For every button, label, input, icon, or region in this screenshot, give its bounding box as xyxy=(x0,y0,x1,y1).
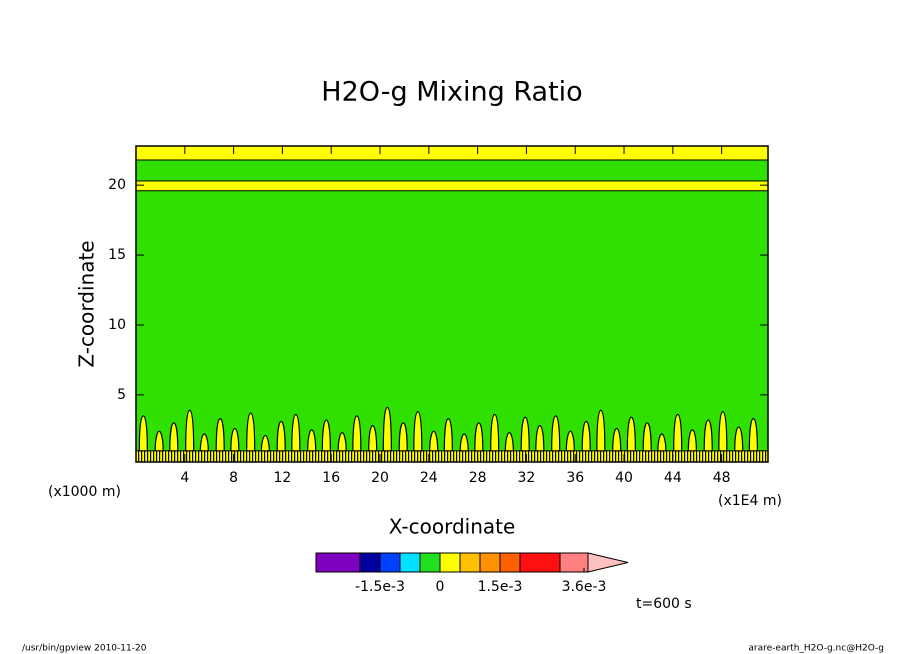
plume xyxy=(490,413,500,452)
plume xyxy=(687,429,697,452)
plume xyxy=(337,432,347,452)
x-tick-label: 44 xyxy=(664,470,682,486)
plume xyxy=(398,422,408,452)
plume xyxy=(199,433,209,452)
plume xyxy=(382,406,392,452)
y-tick-label: 10 xyxy=(108,317,126,333)
plume xyxy=(504,432,514,452)
plume xyxy=(642,422,652,452)
x-tick-label: 32 xyxy=(518,470,536,486)
plume xyxy=(154,430,164,452)
x-tick-label: 36 xyxy=(566,470,584,486)
plume xyxy=(276,420,286,452)
plume xyxy=(321,419,331,452)
colorbar-tick-label: 3.6e-3 xyxy=(562,579,607,595)
colorbar-cell xyxy=(459,552,481,573)
plume xyxy=(520,416,530,452)
plume xyxy=(474,422,484,452)
colorbar-cell xyxy=(519,552,561,573)
colorbar-cell xyxy=(439,552,461,573)
colorbar-cell xyxy=(399,552,421,573)
colorbar-tick-label: -1.5e-3 xyxy=(355,579,405,595)
x-unit: (x1000 m) xyxy=(48,484,121,500)
x-tick-label: 40 xyxy=(615,470,633,486)
x-axis-label: X-coordinate xyxy=(389,515,516,539)
plume xyxy=(215,418,225,452)
plume xyxy=(185,409,195,452)
y-axis-label: Z-coordinate xyxy=(75,240,99,367)
x-tick-label: 8 xyxy=(229,470,238,486)
plume xyxy=(368,425,378,452)
plume xyxy=(413,411,423,452)
plume xyxy=(352,415,362,452)
contour-band xyxy=(135,180,769,192)
footer-right: arare-earth_H2O-g.nc@H2O-g xyxy=(748,644,884,654)
plume xyxy=(612,427,622,452)
colorbar-cell xyxy=(479,552,501,573)
colorbar-cell xyxy=(499,552,521,573)
plume xyxy=(657,433,667,452)
plume xyxy=(169,422,179,452)
colorbar-cell xyxy=(315,552,361,573)
x-tick-label: 28 xyxy=(469,470,487,486)
plume xyxy=(718,411,728,452)
plume xyxy=(246,412,256,452)
plot-frame xyxy=(135,145,769,463)
colorbar-extension xyxy=(587,552,629,573)
plume xyxy=(673,413,683,452)
plume xyxy=(443,418,453,452)
colorbar-tick-label: 1.5e-3 xyxy=(478,579,523,595)
x-tick-label: 4 xyxy=(180,470,189,486)
footer-left: /usr/bin/gpview 2010-11-20 xyxy=(22,644,147,654)
plume xyxy=(138,415,148,452)
x-scale-note: (x1E4 m) xyxy=(718,493,782,509)
plume xyxy=(260,434,270,452)
plume xyxy=(291,413,301,452)
colorbar-cell xyxy=(379,552,401,573)
plume xyxy=(551,415,561,452)
field-background xyxy=(136,146,768,462)
x-tick-label: 48 xyxy=(713,470,731,486)
plume xyxy=(748,418,758,452)
colorbar-cell xyxy=(359,552,381,573)
chart-title: H2O-g Mixing Ratio xyxy=(321,77,582,108)
plume xyxy=(230,427,240,452)
plume xyxy=(626,416,636,452)
plume xyxy=(596,409,606,452)
x-tick-label: 20 xyxy=(371,470,389,486)
plume xyxy=(581,420,591,452)
time-label: t=600 s xyxy=(636,596,692,612)
plume xyxy=(703,419,713,452)
colorbar-cell xyxy=(419,552,441,573)
plume xyxy=(565,430,575,452)
plume xyxy=(429,430,439,452)
y-tick-label: 15 xyxy=(108,247,126,263)
plume xyxy=(734,426,744,452)
x-tick-label: 12 xyxy=(273,470,291,486)
plume xyxy=(535,425,545,452)
band-hatch xyxy=(136,450,768,462)
x-tick-label: 16 xyxy=(322,470,340,486)
colorbar-tick-label: 0 xyxy=(436,579,445,595)
y-tick-label: 20 xyxy=(108,177,126,193)
x-tick-label: 24 xyxy=(420,470,438,486)
plume xyxy=(307,429,317,452)
y-tick-label: 5 xyxy=(117,387,126,403)
plume xyxy=(459,433,469,452)
